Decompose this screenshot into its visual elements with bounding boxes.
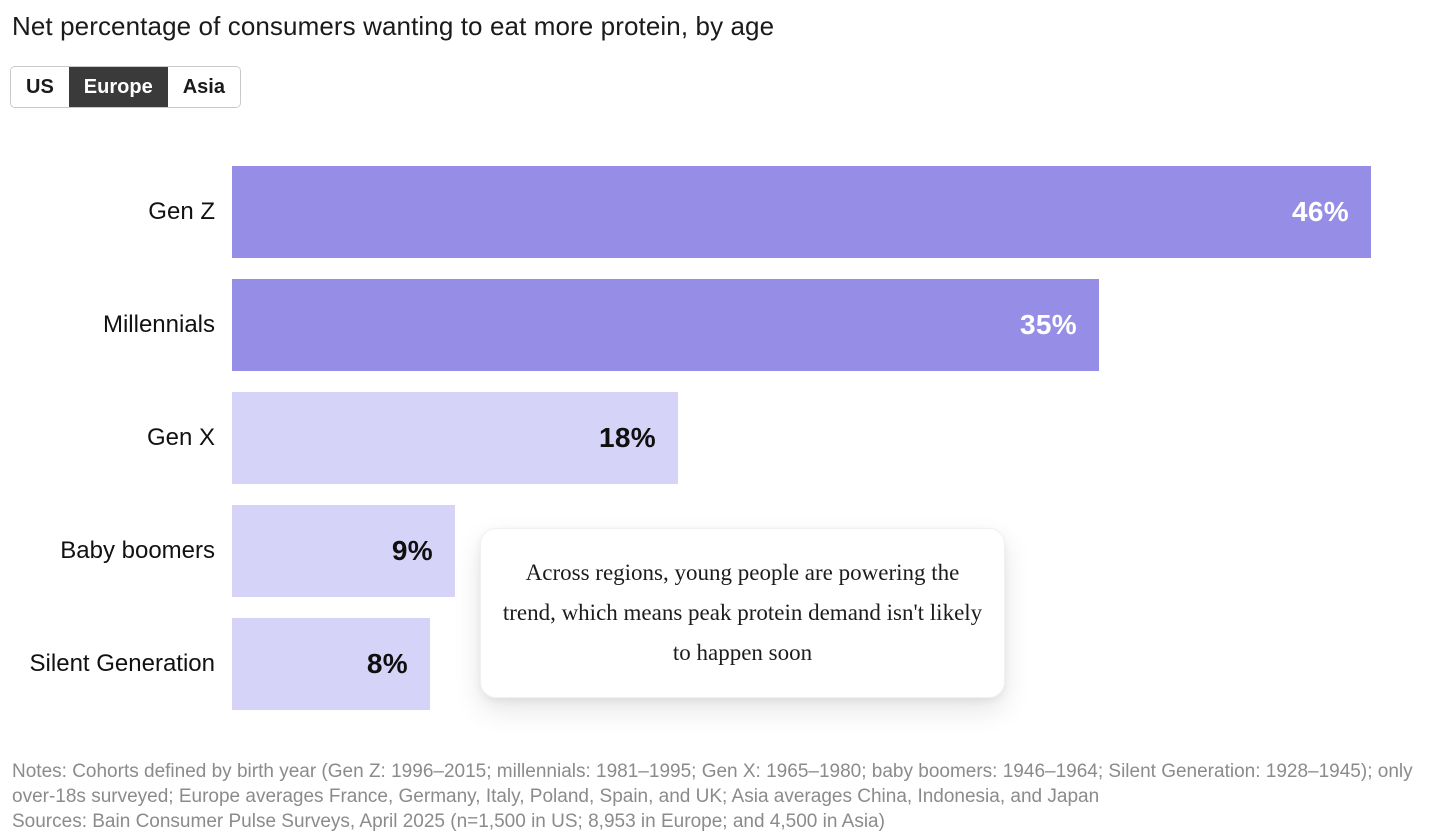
value-label: 8% [366,648,408,679]
tab-asia[interactable]: Asia [167,67,240,107]
bar-gen-x: 18% [232,392,678,484]
category-label: Millennials [102,310,215,338]
category-label: Gen Z [148,197,215,225]
chart-row: Gen Z 46% [0,166,1456,258]
region-tab-group: US Europe Asia [10,66,241,108]
chart-row: Gen X 18% [0,392,1456,484]
bar-chart: Gen Z 46% Millennials 35% Gen X 18% Baby boome… [0,166,1456,731]
bar-silent-generation: 8% [232,618,430,710]
chart-row: Millennials 35% [0,279,1456,371]
value-label: 18% [599,422,656,453]
bar-baby-boomers: 9% [232,505,455,597]
category-label: Gen X [146,423,215,451]
annotation-text: Across regions, young people are powerin… [502,560,983,665]
chart-row: Silent Generation 8% [0,618,1456,710]
chart-row: Baby boomers 9% [0,505,1456,597]
tab-us[interactable]: US [11,67,69,107]
category-label: Baby boomers [60,536,215,564]
chart-footer: Notes: Cohorts defined by birth year (Ge… [12,759,1446,834]
page-title: Net percentage of consumers wanting to e… [12,11,775,41]
bar-millennials: 35% [232,279,1099,371]
value-label: 9% [391,535,433,566]
annotation-card: Across regions, young people are powerin… [480,528,1005,698]
tab-europe[interactable]: Europe [68,67,168,107]
value-label: 46% [1292,196,1349,227]
category-label: Silent Generation [29,649,215,677]
notes-text: Notes: Cohorts defined by birth year (Ge… [12,761,1413,807]
bar-gen-z: 46% [232,166,1371,258]
value-label: 35% [1020,309,1077,340]
sources-text: Sources: Bain Consumer Pulse Surveys, Ap… [12,811,885,832]
